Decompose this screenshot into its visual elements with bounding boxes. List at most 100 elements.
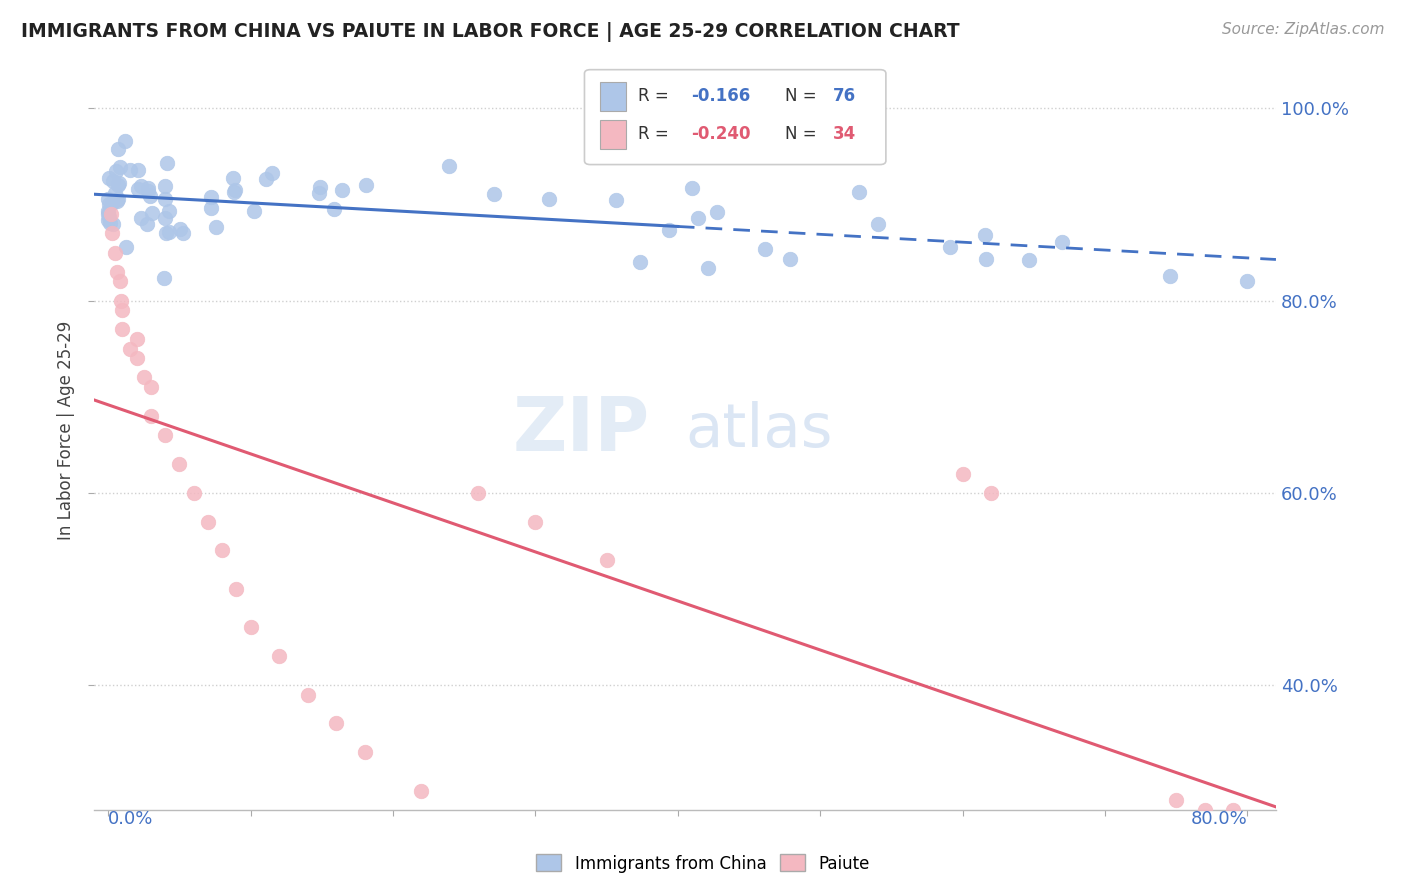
Point: [605, 193, 627, 207]
Point: [211, 543, 233, 558]
Point: [868, 218, 890, 232]
Point: [107, 178, 129, 193]
Point: [482, 186, 505, 201]
Point: [97, 213, 120, 227]
Point: [101, 227, 124, 241]
Point: [169, 222, 191, 236]
Text: -0.240: -0.240: [690, 125, 751, 144]
Point: [115, 240, 138, 254]
Text: 76: 76: [832, 87, 856, 105]
Point: [132, 370, 155, 384]
Point: [153, 428, 176, 442]
Point: [973, 227, 995, 242]
Point: [267, 649, 290, 664]
Point: [204, 219, 226, 234]
Point: [297, 688, 319, 702]
Y-axis label: In Labor Force | Age 25-29: In Labor Force | Age 25-29: [58, 321, 75, 540]
Point: [125, 332, 148, 346]
Point: [155, 192, 177, 206]
Point: [156, 156, 179, 170]
Point: [595, 553, 617, 567]
Point: [630, 254, 652, 268]
Point: [197, 515, 219, 529]
Point: [125, 351, 148, 366]
Text: 34: 34: [832, 125, 856, 144]
Point: [1052, 235, 1074, 250]
Point: [224, 183, 246, 197]
Point: [98, 197, 121, 211]
Point: [129, 179, 152, 194]
Point: [105, 265, 128, 279]
Point: [1236, 274, 1258, 288]
Point: [974, 252, 997, 267]
Point: [101, 174, 124, 188]
FancyBboxPatch shape: [600, 120, 626, 149]
Point: [1159, 268, 1181, 283]
Point: [118, 163, 141, 178]
Point: [138, 184, 160, 198]
Point: [939, 240, 962, 254]
Point: [105, 194, 128, 208]
Point: [239, 620, 262, 634]
Point: [681, 181, 703, 195]
Point: [1018, 252, 1040, 267]
Text: Source: ZipAtlas.com: Source: ZipAtlas.com: [1222, 22, 1385, 37]
Text: R =: R =: [638, 125, 673, 144]
Point: [111, 303, 134, 318]
Point: [103, 186, 125, 200]
Point: [105, 164, 128, 178]
Point: [537, 192, 560, 206]
Text: atlas: atlas: [685, 401, 832, 459]
Point: [129, 211, 152, 226]
Point: [107, 192, 129, 206]
Point: [848, 185, 870, 199]
Text: 0.0%: 0.0%: [108, 810, 153, 828]
Point: [97, 170, 120, 185]
Point: [114, 134, 136, 148]
Point: [97, 207, 120, 221]
Point: [138, 181, 160, 195]
Point: [183, 485, 205, 500]
Text: -0.166: -0.166: [690, 87, 751, 105]
Point: [254, 171, 277, 186]
Point: [686, 211, 709, 225]
Point: [108, 176, 131, 190]
Point: [136, 217, 159, 231]
Point: [157, 226, 180, 240]
Point: [353, 745, 375, 759]
Text: IMMIGRANTS FROM CHINA VS PAIUTE IN LABOR FORCE | AGE 25-29 CORRELATION CHART: IMMIGRANTS FROM CHINA VS PAIUTE IN LABOR…: [21, 22, 960, 42]
Point: [658, 223, 681, 237]
Point: [98, 216, 121, 230]
Point: [696, 261, 718, 276]
Text: R =: R =: [638, 87, 673, 105]
Point: [138, 188, 160, 202]
Point: [101, 218, 124, 232]
Point: [980, 485, 1002, 500]
Point: [111, 322, 134, 336]
Point: [152, 270, 174, 285]
Point: [754, 242, 776, 256]
Point: [224, 185, 246, 199]
Point: [139, 409, 162, 423]
Point: [1166, 793, 1188, 807]
Point: [141, 205, 163, 219]
Point: [354, 178, 377, 192]
Point: [108, 160, 131, 174]
FancyBboxPatch shape: [600, 82, 626, 111]
Point: [952, 467, 974, 481]
Point: [127, 182, 149, 196]
Point: [524, 515, 547, 529]
Point: [323, 202, 346, 217]
Point: [107, 142, 129, 156]
Point: [222, 170, 245, 185]
Point: [308, 186, 330, 200]
Point: [706, 204, 728, 219]
Point: [330, 183, 353, 197]
Text: 80.0%: 80.0%: [1191, 810, 1247, 828]
Legend: Immigrants from China, Paiute: Immigrants from China, Paiute: [530, 847, 876, 880]
Text: N =: N =: [786, 125, 823, 144]
Text: N =: N =: [786, 87, 823, 105]
Point: [200, 190, 222, 204]
Point: [169, 457, 191, 471]
Point: [97, 204, 120, 219]
